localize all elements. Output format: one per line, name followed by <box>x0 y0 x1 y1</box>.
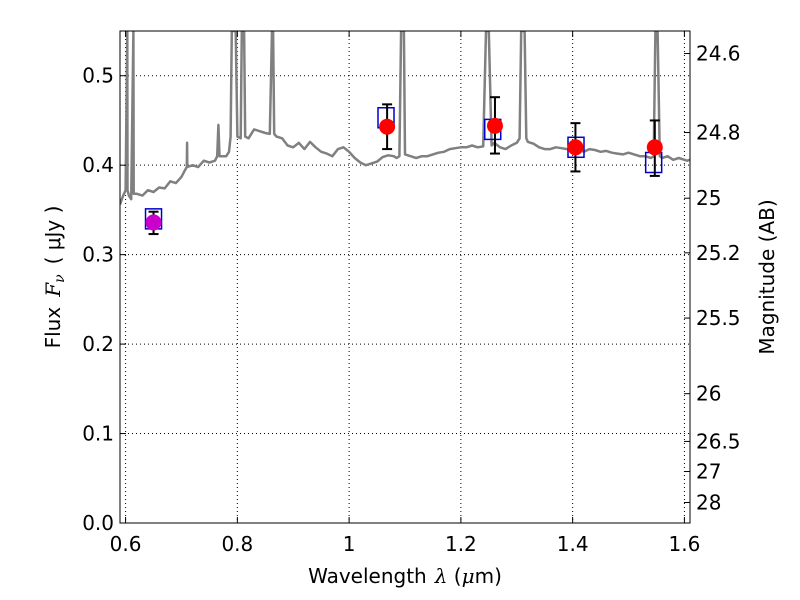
x-tick-label: 1.6 <box>669 532 701 556</box>
axis-ticks: 0.6 0.8 1 1.2 1.4 1.6 0.0 0.1 0.2 0.3 0.4 0.5 24.6 24… <box>82 31 741 556</box>
x-axis-label-symbol: λ <box>434 564 448 588</box>
x-tick-label: 1.2 <box>445 532 477 556</box>
y2-axis-label: Magnitude (AB) <box>755 199 779 354</box>
markers-layer <box>144 96 663 236</box>
y-axis-label-symbol: F <box>41 282 65 298</box>
y-tick-label: 0.4 <box>82 153 114 177</box>
y-axis-label-unit: ( μJy ) <box>41 206 65 265</box>
x-axis-label-prefix: Wavelength <box>308 564 427 588</box>
y-tick-label: 0.5 <box>82 64 114 88</box>
y-axis-label: Flux Fν ( μJy ) <box>41 206 68 349</box>
y-axis-label-prefix: Flux <box>41 307 65 349</box>
y2-tick-label: 26 <box>696 382 721 406</box>
y-tick-label: 0.3 <box>82 243 114 267</box>
y2-tick-label: 28 <box>696 491 721 515</box>
data-point <box>379 118 396 135</box>
x-axis-label-unit-rest: m) <box>475 564 502 588</box>
plot-area <box>120 31 690 205</box>
y2-tick-label: 24.6 <box>696 42 741 66</box>
data-point <box>486 117 503 134</box>
data-point <box>646 139 663 156</box>
y2-tick-label: 24.8 <box>696 121 741 145</box>
spectrum-line <box>120 31 690 205</box>
x-axis-label: Wavelength λ (μm) <box>308 564 502 588</box>
y2-tick-label: 25.5 <box>696 306 741 330</box>
x-axis-label-unit-open: ( <box>447 564 461 588</box>
x-tick-label: 1 <box>343 532 356 556</box>
y-tick-label: 0.2 <box>82 332 114 356</box>
y-axis-label-subscript: ν <box>52 274 68 283</box>
x-tick-label: 0.8 <box>221 532 253 556</box>
y-tick-label: 0.1 <box>82 422 114 446</box>
x-axis-label-unit-mu: μ <box>462 564 475 588</box>
y2-tick-label: 27 <box>696 460 721 484</box>
y2-tick-label: 25 <box>696 186 721 210</box>
y2-tick-label: 25.2 <box>696 241 741 265</box>
x-tick-label: 1.4 <box>557 532 589 556</box>
y2-tick-label: 26.5 <box>696 429 741 453</box>
plot-frame <box>119 30 691 524</box>
data-point <box>145 214 162 231</box>
x-tick-label: 0.6 <box>110 532 142 556</box>
y-tick-label: 0.0 <box>82 511 114 535</box>
data-point <box>567 139 584 156</box>
